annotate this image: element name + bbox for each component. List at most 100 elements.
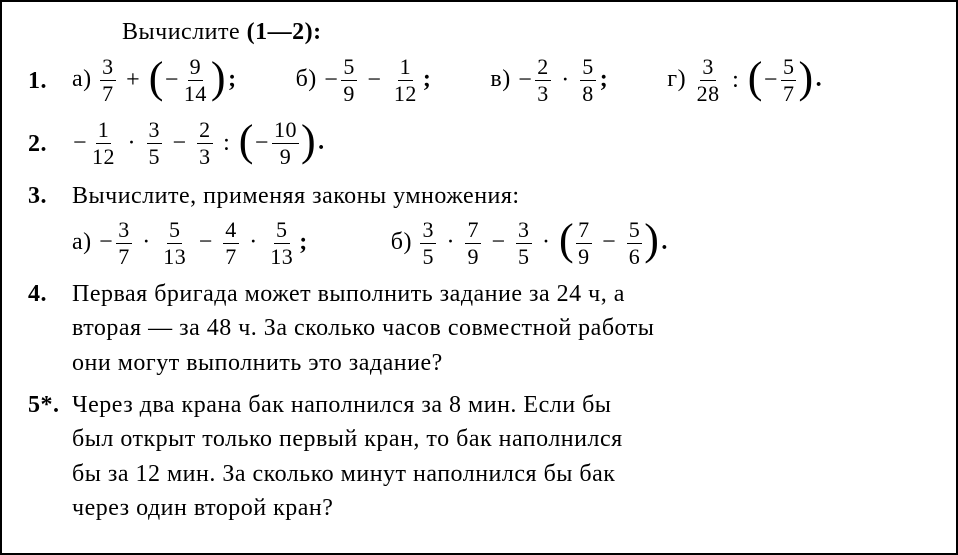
plus: + <box>126 64 140 96</box>
semicolon: ; <box>423 66 432 92</box>
num: 3 <box>420 219 436 244</box>
minus: − <box>99 229 113 255</box>
fraction: 10 9 <box>272 119 299 168</box>
title-text: Вычислите <box>122 19 240 45</box>
den: 13 <box>161 244 188 268</box>
minus: − <box>165 67 179 93</box>
minus: − <box>324 67 338 93</box>
num: 1 <box>398 56 414 81</box>
den: 5 <box>147 144 163 168</box>
fraction: 1 12 <box>90 119 117 168</box>
semicolon: ; <box>299 229 308 255</box>
semicolon: ; <box>600 66 609 92</box>
num: 10 <box>272 119 299 144</box>
problem-1: 1. а) 3 7 + (− 9 14 ); б) − 5 9 − 1 12 <box>28 56 930 105</box>
p1b-label: б) <box>296 66 317 92</box>
minus: − <box>73 130 87 156</box>
num: 5 <box>274 219 290 244</box>
den: 3 <box>197 144 213 168</box>
problem-2: 2. − 1 12 · 3 5 − 2 3 : (− 10 9 ). <box>28 119 930 168</box>
fraction: 5 8 <box>580 56 596 105</box>
mult: · <box>446 226 455 258</box>
minus: − <box>491 226 505 258</box>
problem-3-content: а) − 3 7 · 5 13 − 4 7 · 5 13 ; б) <box>72 219 930 268</box>
fraction: 5 6 <box>627 219 643 268</box>
num: 1 <box>96 119 112 144</box>
num: 9 <box>188 56 204 81</box>
den: 14 <box>182 81 209 105</box>
minus: − <box>173 127 187 159</box>
problem-5: 5*. Через два крана бак наполнился за 8 … <box>28 389 930 525</box>
p1a-label: а) <box>72 66 92 92</box>
den: 9 <box>465 244 481 268</box>
text-line: Через два крана бак наполнился за 8 мин.… <box>72 389 930 421</box>
fraction: 7 9 <box>465 219 481 268</box>
text-line: они могут выполнить это задание? <box>72 347 930 379</box>
den: 3 <box>535 81 551 105</box>
p1d-label: г) <box>667 66 686 92</box>
period: . <box>816 66 823 92</box>
den: 9 <box>576 244 592 268</box>
den: 6 <box>627 244 643 268</box>
num: 5 <box>781 56 797 81</box>
problem-number: 4. <box>28 278 72 310</box>
minus: − <box>199 226 213 258</box>
fraction: 3 5 <box>420 219 436 268</box>
mult: · <box>561 64 570 96</box>
num: 3 <box>516 219 532 244</box>
fraction: 5 13 <box>268 219 295 268</box>
num: 4 <box>223 219 239 244</box>
fraction: 2 3 <box>535 56 551 105</box>
problem-3-title-row: 3. Вычислите, применяя законы умножения: <box>28 180 930 212</box>
div: : <box>223 127 230 159</box>
problem-number: 1. <box>28 65 72 97</box>
den: 7 <box>100 81 116 105</box>
den: 5 <box>420 244 436 268</box>
num: 3 <box>100 56 116 81</box>
fraction: 3 7 <box>100 56 116 105</box>
num: 5 <box>627 219 643 244</box>
problem-4-text: Первая бригада может выполнить задание з… <box>72 278 930 379</box>
minus: − <box>518 67 532 93</box>
title-range: (1—2) <box>247 19 313 45</box>
problem-5-text: Через два крана бак наполнился за 8 мин.… <box>72 389 930 525</box>
num: 5 <box>341 56 357 81</box>
den: 9 <box>341 81 357 105</box>
mult: · <box>249 226 258 258</box>
problem-3-title: Вычислите, применяя законы умножения: <box>72 180 930 212</box>
fraction: 9 14 <box>182 56 209 105</box>
den: 7 <box>116 244 132 268</box>
minus: − <box>602 226 616 258</box>
minus: − <box>255 130 269 156</box>
den: 9 <box>278 144 294 168</box>
fraction: 2 3 <box>197 119 213 168</box>
fraction: 3 5 <box>147 119 163 168</box>
title-colon: : <box>313 19 322 45</box>
text-line: Первая бригада может выполнить задание з… <box>72 278 930 310</box>
problem-2-content: − 1 12 · 3 5 − 2 3 : (− 10 9 ). <box>72 119 930 168</box>
period: . <box>661 229 668 255</box>
den: 5 <box>516 244 532 268</box>
minus: − <box>367 64 381 96</box>
text-line: был открыт только первый кран, то бак на… <box>72 423 930 455</box>
num: 3 <box>700 56 716 81</box>
fraction: 5 7 <box>781 56 797 105</box>
fraction: 3 5 <box>516 219 532 268</box>
num: 3 <box>147 119 163 144</box>
den: 12 <box>392 81 419 105</box>
mult: · <box>128 127 137 159</box>
fraction: 3 28 <box>695 56 722 105</box>
den: 7 <box>223 244 239 268</box>
period: . <box>318 129 325 155</box>
problem-number: 3. <box>28 180 72 212</box>
num: 7 <box>576 219 592 244</box>
den: 28 <box>695 81 722 105</box>
den: 7 <box>781 81 797 105</box>
num: 3 <box>116 219 132 244</box>
den: 12 <box>90 144 117 168</box>
fraction: 5 9 <box>341 56 357 105</box>
minus: − <box>764 67 778 93</box>
text-line: бы за 12 мин. За сколько минут наполнилс… <box>72 458 930 490</box>
problem-number: 5*. <box>28 389 72 421</box>
mult: · <box>542 226 551 258</box>
